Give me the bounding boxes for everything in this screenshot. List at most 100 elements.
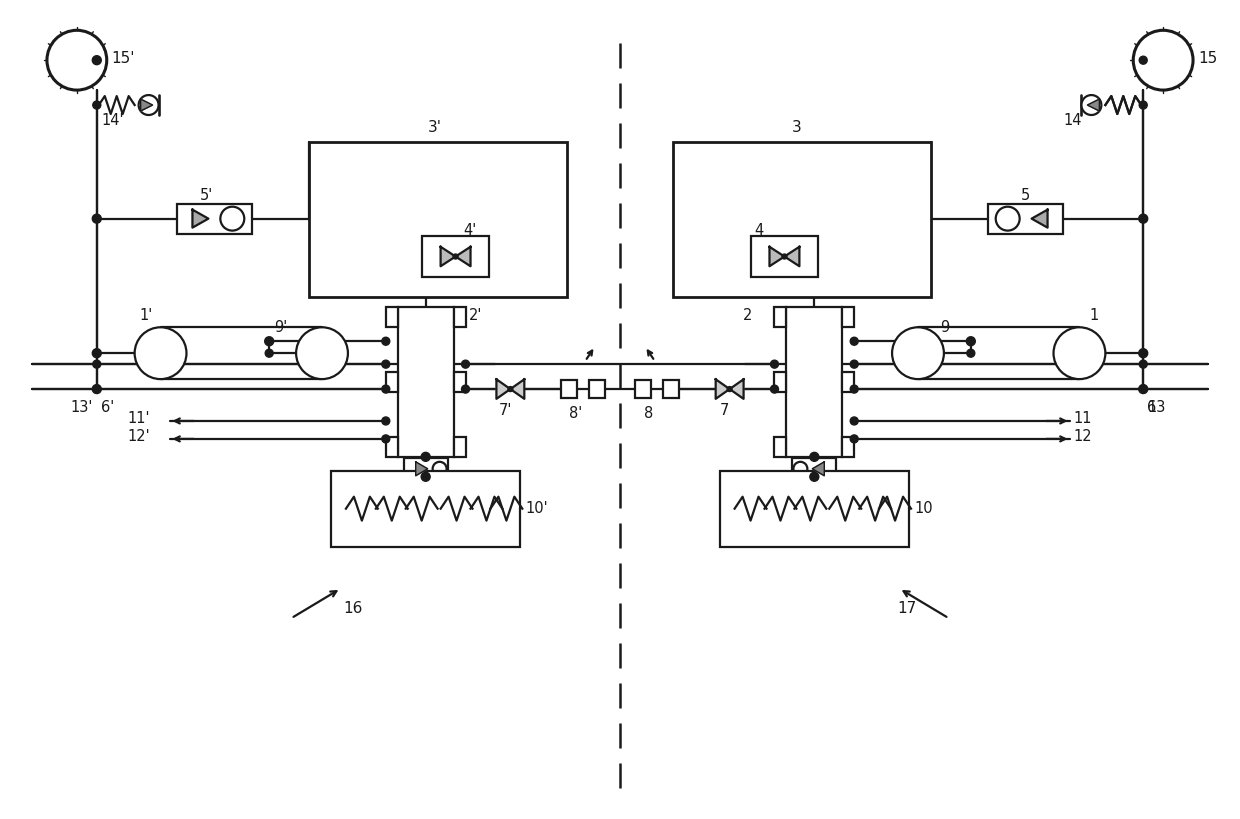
- Bar: [663, 380, 678, 398]
- Polygon shape: [715, 379, 729, 399]
- Text: 6: 6: [1147, 400, 1157, 414]
- Circle shape: [453, 254, 458, 259]
- Circle shape: [851, 417, 858, 425]
- Bar: [454, 372, 465, 392]
- Circle shape: [967, 349, 975, 357]
- Text: 13': 13': [71, 400, 93, 414]
- Bar: [842, 437, 854, 457]
- Text: 7': 7': [498, 404, 512, 419]
- Circle shape: [770, 360, 779, 369]
- Circle shape: [93, 385, 100, 393]
- Circle shape: [794, 462, 807, 476]
- Bar: [775, 437, 786, 457]
- Bar: [386, 372, 398, 392]
- Circle shape: [1140, 57, 1147, 64]
- Text: 12: 12: [1074, 429, 1092, 445]
- Bar: [422, 236, 490, 278]
- Circle shape: [93, 360, 100, 369]
- Circle shape: [770, 385, 779, 393]
- Circle shape: [93, 101, 100, 109]
- Polygon shape: [1087, 99, 1100, 111]
- Polygon shape: [785, 247, 800, 266]
- Circle shape: [1133, 30, 1193, 90]
- Polygon shape: [415, 462, 428, 476]
- Circle shape: [782, 254, 787, 259]
- Circle shape: [851, 385, 858, 393]
- Circle shape: [265, 349, 273, 357]
- Text: 15: 15: [1198, 51, 1218, 66]
- Circle shape: [92, 349, 102, 358]
- Circle shape: [851, 337, 858, 346]
- Text: 11: 11: [1074, 411, 1092, 427]
- Polygon shape: [729, 379, 744, 399]
- Circle shape: [433, 462, 446, 476]
- Circle shape: [92, 214, 102, 223]
- Bar: [842, 307, 854, 328]
- Text: 10': 10': [526, 501, 548, 516]
- Text: 4': 4': [464, 223, 477, 238]
- Polygon shape: [440, 247, 455, 266]
- Text: 9': 9': [274, 319, 288, 335]
- Text: 8': 8': [568, 406, 582, 422]
- Text: 2: 2: [743, 308, 753, 323]
- Bar: [673, 142, 931, 297]
- Text: 12': 12': [126, 429, 150, 445]
- Text: 5': 5': [200, 188, 213, 203]
- Circle shape: [727, 387, 732, 391]
- Circle shape: [221, 206, 244, 231]
- Circle shape: [508, 387, 513, 391]
- Circle shape: [966, 337, 976, 346]
- Circle shape: [296, 328, 348, 379]
- Circle shape: [1140, 101, 1147, 109]
- Bar: [842, 372, 854, 392]
- Bar: [750, 236, 818, 278]
- Bar: [786, 307, 842, 457]
- Bar: [176, 204, 252, 233]
- Text: 4: 4: [755, 223, 764, 238]
- Circle shape: [422, 473, 430, 482]
- Text: 15': 15': [112, 51, 135, 66]
- Circle shape: [1081, 95, 1101, 115]
- Text: 6': 6': [100, 400, 114, 414]
- Bar: [719, 471, 909, 546]
- Text: 13: 13: [1147, 400, 1166, 414]
- Bar: [775, 307, 786, 328]
- Bar: [386, 307, 398, 328]
- Text: 16: 16: [343, 601, 362, 616]
- Bar: [454, 437, 465, 457]
- Text: 11': 11': [128, 411, 150, 427]
- Bar: [454, 307, 465, 328]
- Text: 7: 7: [720, 404, 729, 419]
- Text: 5: 5: [1021, 188, 1030, 203]
- Bar: [988, 204, 1064, 233]
- Bar: [309, 142, 567, 297]
- Circle shape: [810, 473, 818, 482]
- Circle shape: [996, 206, 1019, 231]
- Text: 3': 3': [428, 120, 441, 135]
- Text: 2': 2': [469, 308, 482, 323]
- Circle shape: [135, 328, 186, 379]
- Circle shape: [264, 337, 274, 346]
- Circle shape: [382, 385, 389, 393]
- Circle shape: [851, 360, 858, 369]
- Circle shape: [1138, 214, 1148, 223]
- Circle shape: [1138, 349, 1148, 358]
- Text: 8: 8: [645, 406, 653, 422]
- Text: 14': 14': [102, 114, 124, 129]
- Text: 9: 9: [940, 319, 949, 335]
- Text: 14: 14: [1064, 114, 1083, 129]
- Circle shape: [810, 452, 818, 461]
- Circle shape: [1054, 328, 1105, 379]
- Circle shape: [851, 435, 858, 443]
- Circle shape: [422, 452, 430, 461]
- Bar: [404, 458, 448, 480]
- Circle shape: [92, 56, 102, 65]
- Polygon shape: [455, 247, 470, 266]
- Circle shape: [47, 30, 107, 90]
- Text: 3: 3: [791, 120, 801, 135]
- Polygon shape: [496, 379, 511, 399]
- Bar: [398, 307, 454, 457]
- Circle shape: [892, 328, 944, 379]
- Bar: [331, 471, 521, 546]
- Circle shape: [1140, 360, 1147, 369]
